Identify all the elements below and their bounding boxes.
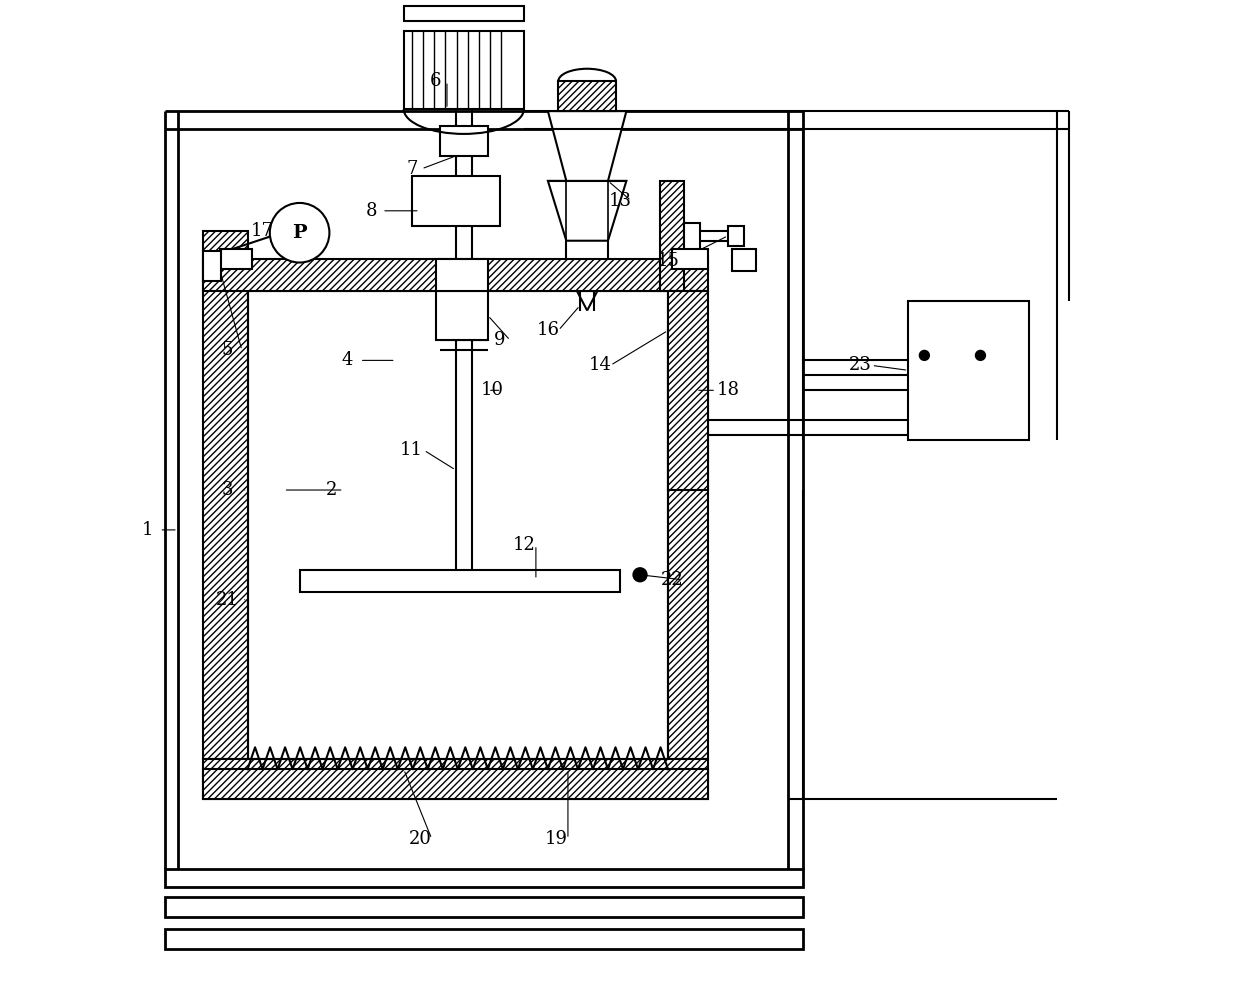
Text: 1: 1 [141, 521, 154, 539]
Text: 20: 20 [408, 830, 432, 848]
Bar [219, 249, 252, 269]
Text: 15: 15 [657, 252, 680, 270]
Text: 11: 11 [401, 441, 423, 459]
Text: P: P [293, 224, 308, 242]
Text: 6: 6 [430, 72, 441, 91]
Bar [909, 301, 1028, 440]
Text: 16: 16 [537, 322, 559, 340]
Bar [203, 259, 708, 291]
Bar [165, 869, 802, 886]
Bar [404, 6, 523, 21]
Bar [558, 81, 616, 112]
Bar [435, 291, 487, 341]
Text: 7: 7 [405, 160, 418, 178]
Bar [412, 176, 500, 226]
Bar [203, 231, 248, 759]
Circle shape [976, 351, 986, 361]
Text: 2: 2 [326, 481, 337, 499]
Circle shape [270, 203, 330, 263]
Text: 3: 3 [222, 481, 233, 499]
Bar [300, 570, 620, 592]
Text: 18: 18 [717, 381, 739, 399]
Circle shape [634, 568, 647, 582]
Text: 13: 13 [609, 192, 631, 210]
Bar [203, 759, 708, 799]
Bar [165, 929, 802, 949]
Text: 12: 12 [512, 536, 536, 554]
Bar [728, 226, 744, 246]
Bar [684, 223, 701, 251]
Text: 19: 19 [544, 830, 568, 848]
Text: 21: 21 [216, 591, 239, 609]
Bar [672, 249, 708, 269]
Circle shape [919, 351, 929, 361]
Text: 23: 23 [849, 357, 872, 374]
Polygon shape [548, 112, 626, 181]
Bar [165, 896, 802, 917]
Bar [668, 331, 708, 759]
Text: 14: 14 [589, 357, 611, 374]
Text: 22: 22 [661, 571, 683, 589]
Text: 17: 17 [250, 222, 273, 240]
Bar [435, 259, 487, 291]
Text: 4: 4 [342, 352, 353, 370]
Text: 10: 10 [480, 381, 503, 399]
Bar [404, 31, 523, 110]
Bar [668, 291, 708, 490]
Text: 5: 5 [222, 342, 233, 360]
Polygon shape [548, 181, 626, 241]
Bar [732, 249, 756, 271]
Bar [203, 251, 221, 281]
Text: 8: 8 [366, 202, 377, 220]
Text: 9: 9 [494, 332, 506, 350]
Bar [440, 126, 487, 156]
Bar [660, 181, 684, 291]
Bar [203, 769, 708, 799]
